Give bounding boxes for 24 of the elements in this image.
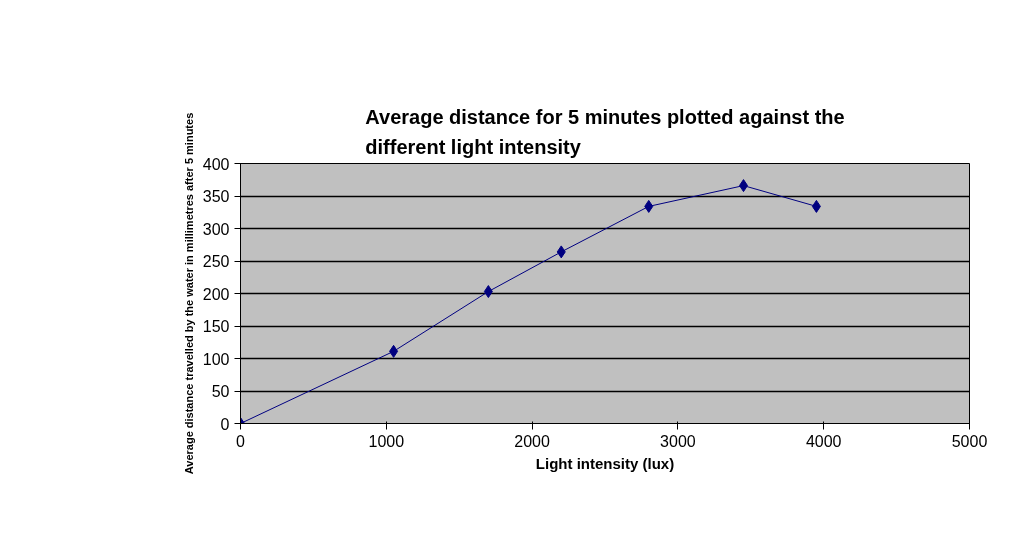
point [811,199,821,213]
y-tick-label: 400 [202,155,230,173]
x-tick-label: 5000 [951,432,988,450]
y-tick-label: 250 [202,253,230,270]
point [739,179,749,193]
y-tick-label: 150 [202,318,230,335]
point [389,344,399,358]
chart-title: Average distance for 5 minutes plotted against the different light intensity [365,105,845,159]
y-tick-label: 300 [202,220,230,238]
x-tick-label: 2000 [514,432,550,450]
y-tick-label: 50 [211,383,230,400]
x-tick-label: 1000 [368,432,405,450]
x-tick-label: 0 [236,432,246,450]
x-axis-title: Light intensity (lux) [535,454,675,472]
point [644,199,654,213]
point [556,245,566,259]
y-axis-title: Average distance travelled by the water in millimetres after 5 minutes [182,112,195,475]
x-tick-label: 3000 [660,432,696,450]
y-tick-label: 200 [202,285,230,303]
point [483,285,493,299]
x-tick-label: 4000 [805,432,842,450]
y-tick-label: 100 [202,350,230,368]
y-tick-label: 0 [220,415,230,433]
y-tick-label: 350 [202,188,230,205]
